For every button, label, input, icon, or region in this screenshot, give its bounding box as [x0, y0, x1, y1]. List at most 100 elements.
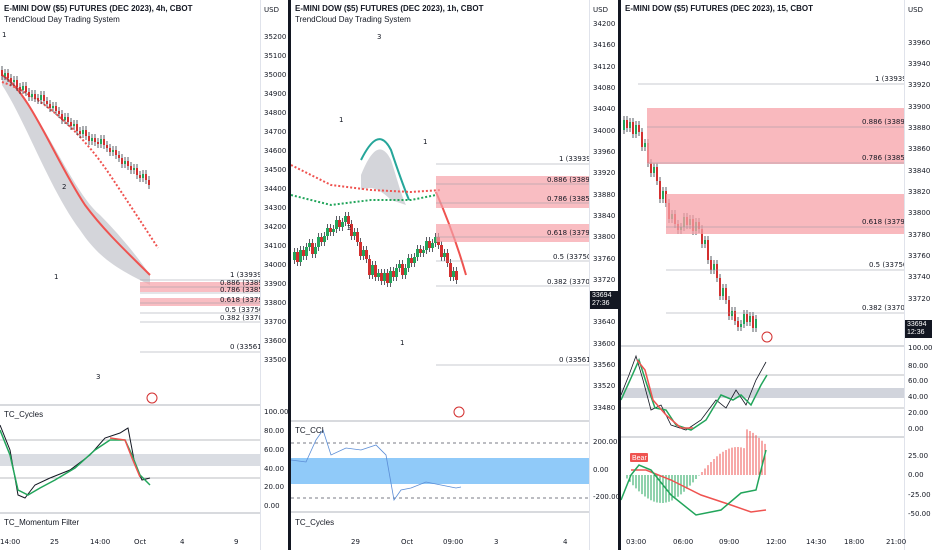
price-tick: 33800 [264, 299, 287, 307]
candle [713, 264, 715, 270]
price-tick: 33760 [593, 255, 616, 263]
price-tick: 33880 [593, 191, 616, 199]
candle [317, 237, 320, 247]
indicator-name: TrendCloud Day Trading System [295, 15, 411, 24]
price-axis[interactable]: USD 35200 35100 35000 34900 34800 34700 … [260, 0, 288, 550]
candle [118, 155, 120, 158]
candle [46, 101, 48, 104]
candle [356, 232, 359, 242]
time-tick: 4 [180, 538, 185, 546]
candle [16, 80, 18, 87]
candle [752, 316, 754, 328]
time-tick: 4 [563, 538, 568, 546]
price-chart-svg[interactable]: 1 (33939) 0.886 (33896) 0.786 (33858) 0.… [291, 0, 589, 550]
candle [61, 114, 63, 120]
candle [64, 117, 66, 120]
price-tick: 33840 [908, 167, 931, 175]
candle [383, 273, 386, 281]
price-tick: 33940 [908, 60, 931, 68]
price-axis[interactable]: USD 34200 34160 34120 34080 34040 34000 … [589, 0, 618, 550]
time-axis[interactable]: 29 Oct 09:00 3 4 [291, 538, 589, 550]
candle [380, 273, 383, 281]
chart-pane-1h[interactable]: E-MINI DOW ($5) FUTURES (DEC 2023), 1h, … [291, 0, 618, 550]
time-tick: 29 [351, 538, 360, 546]
candle [377, 273, 380, 277]
candle [52, 106, 54, 108]
bear-badge-label: Bear [632, 455, 647, 462]
price-tick: 34000 [593, 127, 616, 135]
fib-label: 0.886 (33896) [547, 176, 589, 184]
candle [338, 220, 341, 227]
indicator-tick: 80.00 [908, 362, 929, 370]
pane-divider[interactable] [618, 0, 621, 550]
candle [73, 124, 75, 126]
currency-label: USD [908, 6, 923, 14]
indicator-label: TC_Cycles [295, 518, 335, 527]
price-tick: 34900 [264, 90, 287, 98]
price-tick: 33880 [908, 124, 931, 132]
candle [731, 311, 733, 316]
chart-title: E-MINI DOW ($5) FUTURES (DEC 2023), 4h, … [4, 4, 193, 13]
candle [314, 247, 317, 254]
fib-label: 1 (33939) [559, 155, 589, 163]
candle [659, 181, 661, 199]
fib-zone-lower [436, 224, 589, 242]
indicator-tick: 60.00 [264, 446, 285, 454]
time-tick: 14:00 [0, 538, 21, 546]
candle [311, 243, 314, 254]
chart-pane-15m[interactable]: E-MINI DOW ($5) FUTURES (DEC 2023), 15, … [621, 0, 932, 550]
candle [755, 319, 757, 328]
price-tick: 33760 [908, 252, 931, 260]
wave-label: 2 [62, 183, 66, 191]
candle [635, 125, 637, 134]
price-tick: 33920 [908, 81, 931, 89]
candle [332, 229, 335, 232]
price-tick: 35100 [264, 52, 287, 60]
candle [55, 106, 57, 111]
candle [392, 271, 395, 277]
fib-label: 0 (33561) [230, 343, 260, 351]
fib-label: 1 (33939) [875, 75, 904, 83]
candle [641, 132, 643, 147]
chart-pane-4h[interactable]: E-MINI DOW ($5) FUTURES (DEC 2023), 4h, … [0, 0, 288, 550]
price-chart-svg[interactable]: 1 (33939) 0.886 (33896) 0.786 (33858) 0.… [621, 0, 904, 550]
candle [148, 180, 150, 185]
fib-label: 0.382 (33705) [547, 278, 589, 286]
candle [368, 259, 371, 275]
candle [37, 98, 39, 100]
candle [446, 253, 449, 263]
time-axis[interactable]: 14:00 25 14:00 Oct 4 9 [0, 538, 260, 550]
fib-label: 0.786 (33858) [547, 195, 589, 203]
wave-label: 3 [96, 373, 100, 381]
time-tick: 14:00 [90, 538, 111, 546]
candle [326, 228, 329, 236]
candle [719, 278, 721, 296]
fib-label: 0 (33561) [559, 356, 589, 364]
candle [704, 240, 706, 244]
candle [707, 240, 709, 260]
time-tick: 09:00 [443, 538, 464, 546]
candle [112, 150, 114, 152]
pane-divider[interactable] [288, 0, 291, 550]
candle [70, 122, 72, 126]
candle [344, 216, 347, 222]
candle [629, 122, 631, 128]
fib-label: 0.886 (33896) [862, 118, 904, 126]
price-axis[interactable]: USD 33960 33940 33920 33900 33880 33860 … [904, 0, 932, 550]
candle [145, 174, 147, 180]
indicator-tick: 100.00 [908, 344, 932, 352]
indicator-label: TC_CCI [295, 426, 324, 435]
time-axis[interactable]: 03:00 06:00 09:00 12:00 14:30 18:00 21:0… [621, 538, 932, 550]
candle [347, 216, 350, 224]
wave-label: 1 [339, 116, 343, 124]
indicator-label: TC_Cycles [4, 410, 44, 419]
price-chart-svg[interactable]: 1 (33939) 0.886 (33896) 0.786 (33858) 0.… [0, 0, 260, 550]
price-tick: 33960 [593, 148, 616, 156]
candle [76, 124, 78, 131]
candle [455, 271, 458, 280]
candle [7, 73, 9, 78]
indicator-tick: 40.00 [264, 465, 285, 473]
candle [341, 222, 344, 227]
